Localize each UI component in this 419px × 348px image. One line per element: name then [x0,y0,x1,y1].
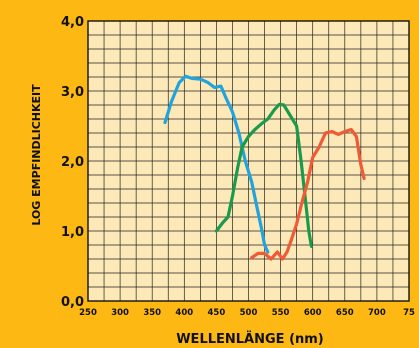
x-tick-label: 650 [336,308,354,318]
x-tick-label: 300 [111,308,129,318]
y-tick-label: 2,0 [61,155,84,170]
series-line-2 [214,102,313,248]
y-tick-label: 3,0 [61,85,84,100]
x-tick-label: 550 [272,308,290,318]
y-tick-label: 0,0 [61,295,84,310]
series-line-3 [250,127,366,261]
x-tick-label: 600 [304,308,322,318]
x-tick-label: 400 [175,308,193,318]
y-tick-label: 4,0 [61,15,84,30]
plot-frame [87,20,410,302]
y-tick-label: 1,0 [61,225,84,240]
x-tick-labels: 250 300 350 400 450 500 550 600 650 700 75 [79,308,415,318]
x-tick-label: 500 [240,308,258,318]
x-tick-label: 700 [368,308,386,318]
x-axis-label: WELLENLÄNGE (nm) [176,331,324,347]
x-tick-label: 350 [143,308,161,318]
y-axis-label: LOG EMPFINDLICHKEIT [30,84,43,226]
x-tick-label: 250 [79,308,97,318]
x-tick-label: 75 [403,308,415,318]
y-tick-labels: 0,0 1,0 2,0 3,0 4,0 [61,15,84,310]
grid [87,20,410,302]
series-line-1 [163,74,270,254]
series-lines [163,74,366,261]
x-tick-label: 450 [208,308,226,318]
